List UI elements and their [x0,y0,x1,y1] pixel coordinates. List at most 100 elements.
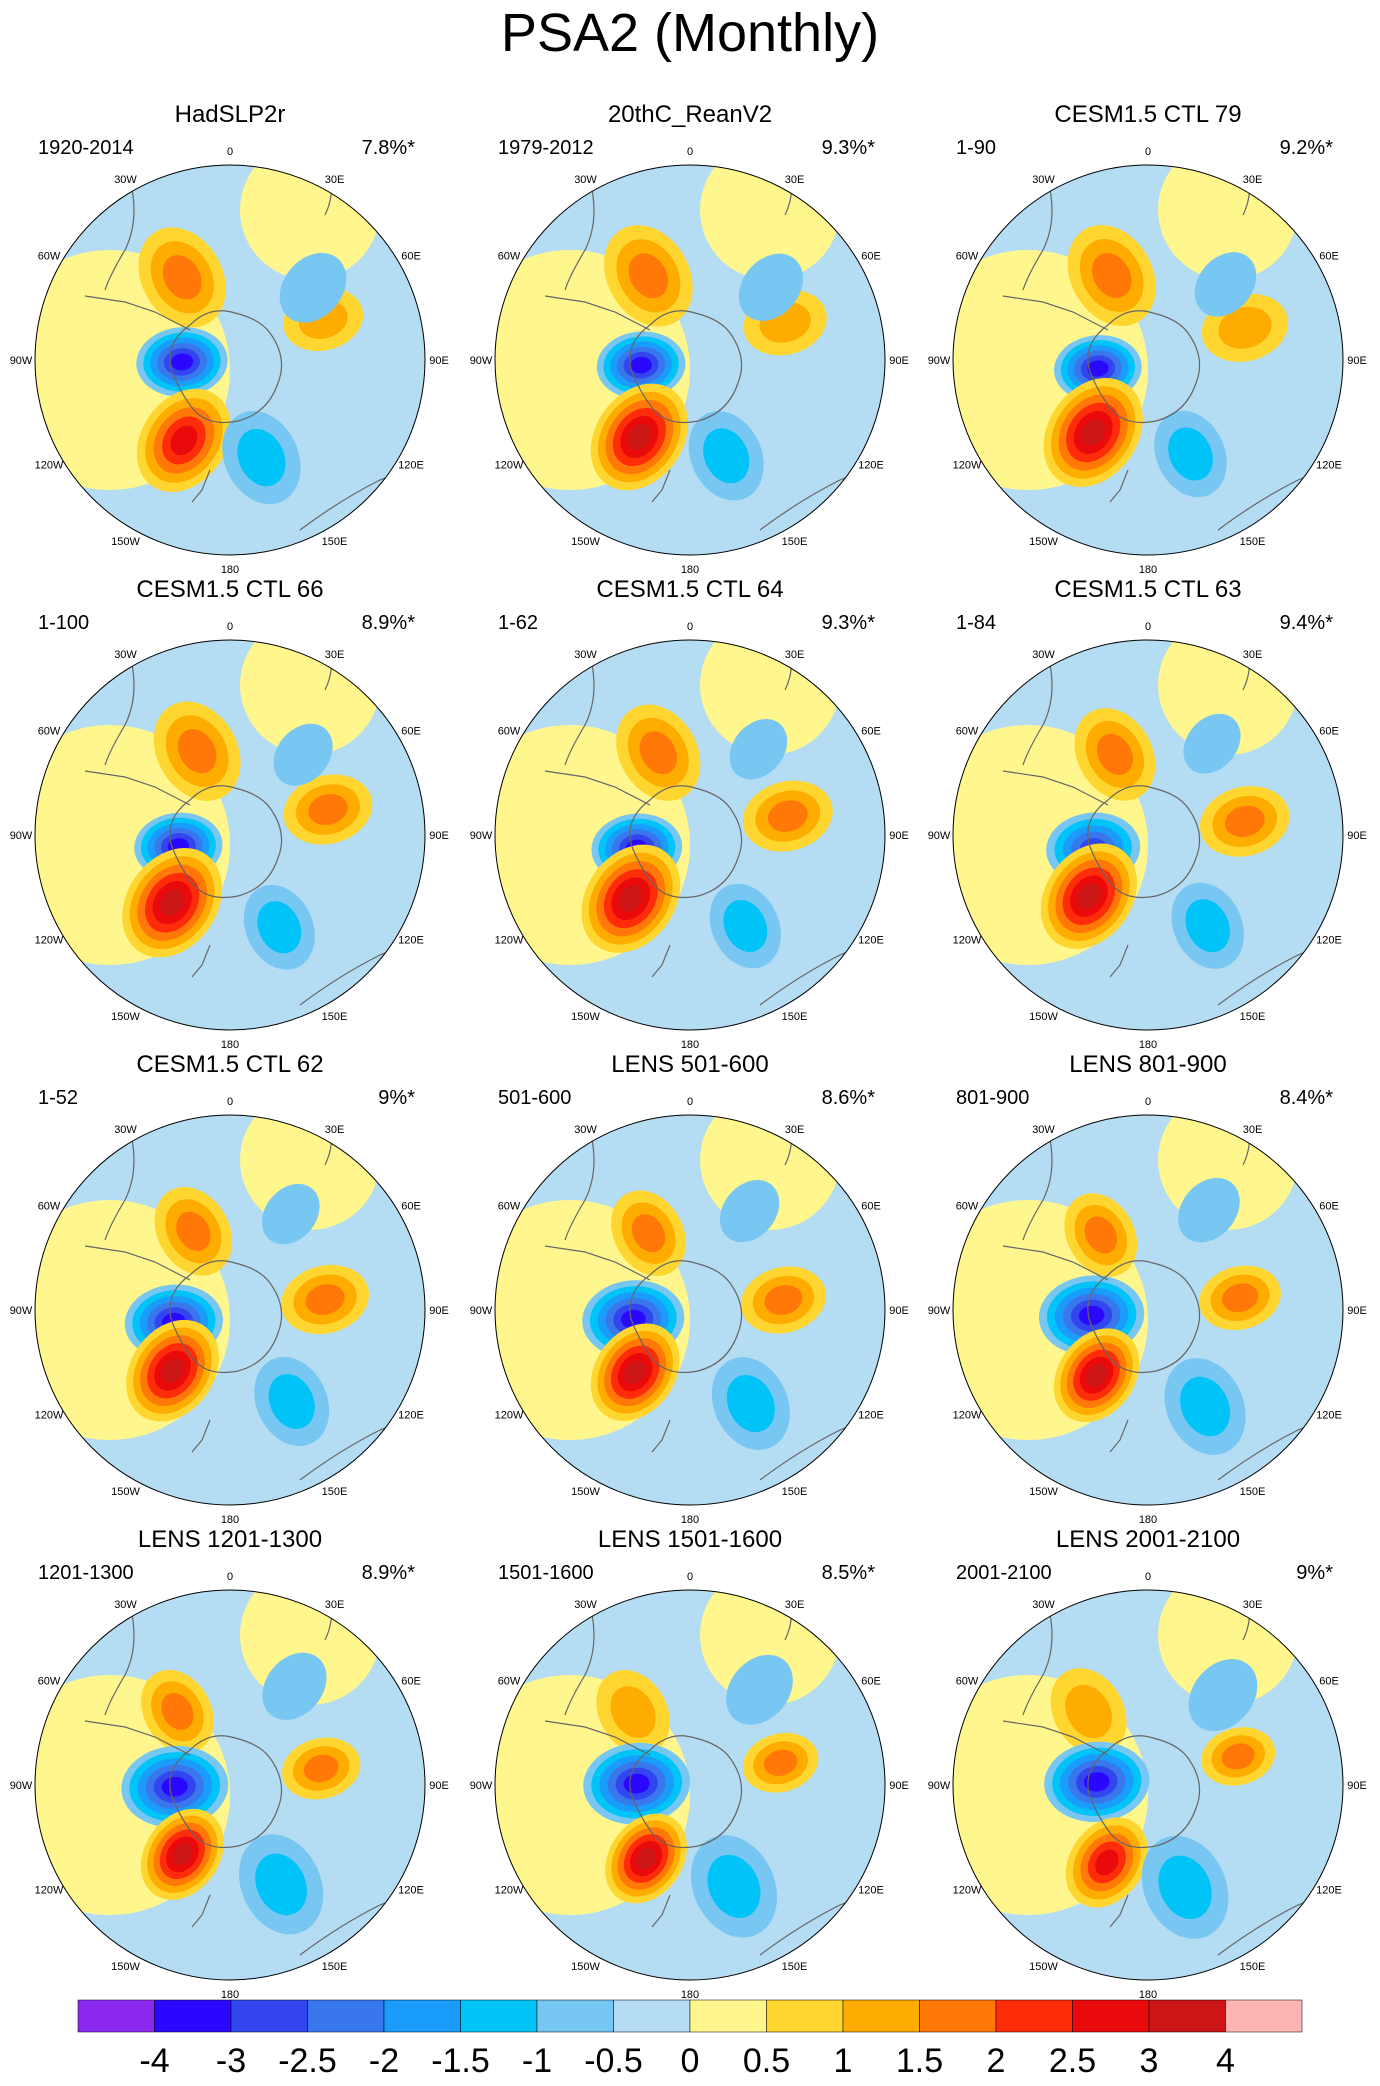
longitude-label: 30W [1032,174,1055,186]
longitude-label: 30E [785,174,805,186]
panel-title: CESM1.5 CTL 64 [596,576,784,603]
longitude-label: 90W [928,355,951,367]
australia-coast [759,914,885,1006]
field-contour [1081,419,1106,446]
colorbar-label: -4 [139,2042,169,2080]
longitude-label: 180 [1139,1514,1157,1526]
colorbar-swatch [995,1999,1073,2033]
longitude-label: 60E [1319,726,1339,738]
map-panel: LENS 801-900 801-900 8.4%* 0 30E 60E 90E 120E 15… [918,1050,1378,1526]
longitude-label: 90E [1347,355,1367,367]
longitude-label: 120E [398,460,424,472]
field-contour [1086,1363,1107,1387]
panel-variance: 9.3%* [821,137,875,159]
longitude-label: 120E [858,1410,884,1422]
longitude-label: 180 [221,1514,239,1526]
panel-title: LENS 2001-2100 [1055,1526,1241,1553]
field-contour [257,901,302,954]
longitude-label: 90E [1347,830,1367,842]
panel-variance: 9%* [378,1087,415,1109]
panel-title: CESM1.5 CTL 63 [1054,576,1242,603]
map-boundary [494,1114,886,1506]
longitude-label: 30W [574,174,597,186]
longitude-label: 120W [35,1885,64,1897]
australia-coast [299,1389,425,1481]
panel-title: LENS 801-900 [1069,1051,1227,1078]
longitude-label: 90E [889,1780,909,1792]
colorbar-swatch [460,1999,538,2033]
longitude-label: 30W [114,1599,137,1611]
colorbar-label: 2.5 [1049,2042,1096,2080]
longitude-label: 0 [687,146,693,158]
field-contour [610,1686,656,1739]
antarctica-coastline [1087,785,1201,899]
field-contour [1084,1216,1118,1254]
longitude-label: 150W [571,1961,600,1973]
panel-period: 1-52 [38,1087,79,1109]
colorbar-label: -2 [369,2042,399,2080]
field-contour [1183,713,1241,774]
colorbar-label: 1 [834,2042,853,2080]
longitude-label: 60W [956,726,979,738]
south-america-coast [1022,179,1053,291]
australia-coast [1217,1864,1343,1956]
longitude-label: 120E [1316,460,1342,472]
longitude-label: 120W [953,460,982,472]
panel-title: LENS 1501-1600 [597,1526,783,1553]
field-contour [1084,1772,1110,1792]
antarctic-peninsula [1002,1720,1109,1756]
longitude-label: 60E [401,726,421,738]
field-contour [618,885,643,912]
australia-coast [1217,1389,1343,1481]
field-contour [1194,252,1257,317]
polar-map: 0 30E 60E 90E 120E 150E 180 150W 120W 90W 60W 30W [470,1096,909,1526]
field-contour [620,1309,646,1329]
panel-title: LENS 501-600 [611,1051,769,1078]
south-america-coast [564,654,595,766]
longitude-label: 30W [114,174,137,186]
longitude-label: 90E [889,355,909,367]
new-zealand-coast [191,1419,211,1453]
map-panel: CESM1.5 CTL 63 1-84 9.4%* 0 30E 60E 90E 120E 150… [918,575,1378,1051]
field-contour [162,255,202,300]
longitude-label: 150E [782,536,808,548]
field-contour [161,1358,184,1384]
longitude-label: 30W [1032,1124,1055,1136]
longitude-label: 0 [1145,1571,1151,1583]
polar-map: 0 30E 60E 90E 120E 150E 180 150W 120W 90W 60W 30W [928,621,1367,1051]
polar-map: 0 30E 60E 90E 120E 150E 180 150W 120W 90W 60W 30W [470,1571,909,2001]
longitude-label: 60W [498,1676,521,1688]
field-contour [273,723,333,786]
longitude-label: 0 [687,1096,693,1108]
longitude-label: 120E [1316,935,1342,947]
panel-period: 1979-2012 [498,137,594,159]
colorbar-swatch [307,1999,385,2033]
longitude-label: 90W [470,355,493,367]
colorbar-swatch [613,1999,691,2033]
australia-coast [759,1864,885,1956]
field-contour [161,1692,194,1730]
longitude-label: 120E [398,1410,424,1422]
antarctic-peninsula [84,1245,191,1281]
field-contour [1188,1659,1258,1732]
longitude-label: 90E [1347,1780,1367,1792]
map-panel: LENS 1201-1300 1201-1300 8.9%* 0 30E 60E 90E 12… [0,1525,460,2001]
field-contour [707,1854,761,1918]
longitude-label: 120W [495,1410,524,1422]
longitude-label: 30E [325,174,345,186]
field-contour [161,1776,188,1797]
map-boundary [952,1114,1344,1506]
antarctica-coastline [1087,310,1201,424]
longitude-label: 120E [398,935,424,947]
antarctica-coastline [629,1260,743,1374]
field-contour [703,428,750,484]
map-panel: LENS 501-600 501-600 8.6%* 0 30E 60E 90E 120E 15… [460,1050,920,1526]
longitude-label: 90W [10,1305,33,1317]
new-zealand-coast [651,944,671,978]
longitude-label: 30E [1243,1599,1263,1611]
longitude-label: 120W [495,935,524,947]
longitude-label: 120E [1316,1885,1342,1897]
map-panel: CESM1.5 CTL 64 1-62 9.3%* 0 30E 60E 90E 120E 150… [460,575,920,1051]
polar-map: 0 30E 60E 90E 120E 150E 180 150W 120W 90W 60W 30W [10,146,449,576]
field-contour [1065,1684,1112,1739]
